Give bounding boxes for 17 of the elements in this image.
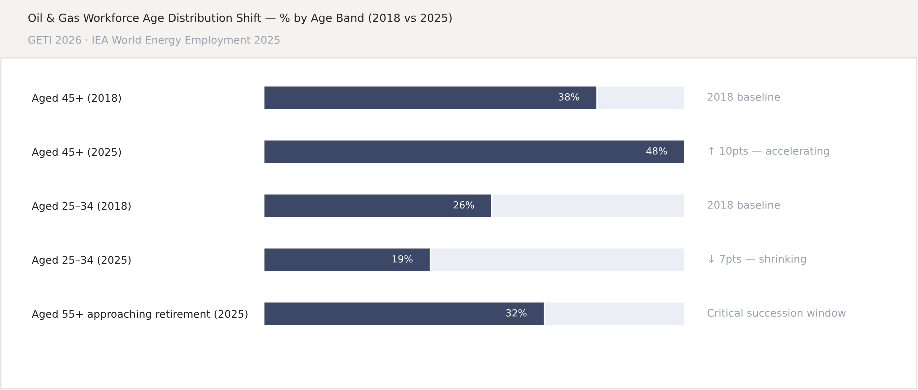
y-tick-label: Aged 45+ (2025)	[32, 148, 122, 158]
y-tick-label: Aged 25–34 (2018)	[32, 202, 131, 212]
data-label: 48%	[646, 147, 668, 155]
y-tick-label: Aged 25–34 (2025)	[32, 256, 131, 266]
text: 2018 baseline	[708, 200, 780, 210]
text: 2018 baseline	[708, 92, 780, 102]
text: GETI 2026 · IEA World Energy Employment 2025	[28, 36, 280, 46]
text: ↓ 7pts — shrinking	[709, 254, 806, 266]
data-label: 32%	[506, 309, 527, 317]
text: Critical succession window	[708, 308, 846, 318]
y-tick-label: Aged 45+ (2018)	[32, 94, 122, 104]
chart-title: Oil & Gas Workforce Age Distribution Shift — % by Age Band (2018 vs 2025)	[28, 14, 452, 24]
data-label: 19%	[392, 255, 413, 263]
data-label: 26%	[454, 201, 474, 209]
data-label: 38%	[559, 93, 580, 101]
y-tick-label: Aged 55+ approaching retirement (2025)	[32, 310, 248, 320]
text: ↑ 10pts — accelerating	[709, 146, 830, 158]
